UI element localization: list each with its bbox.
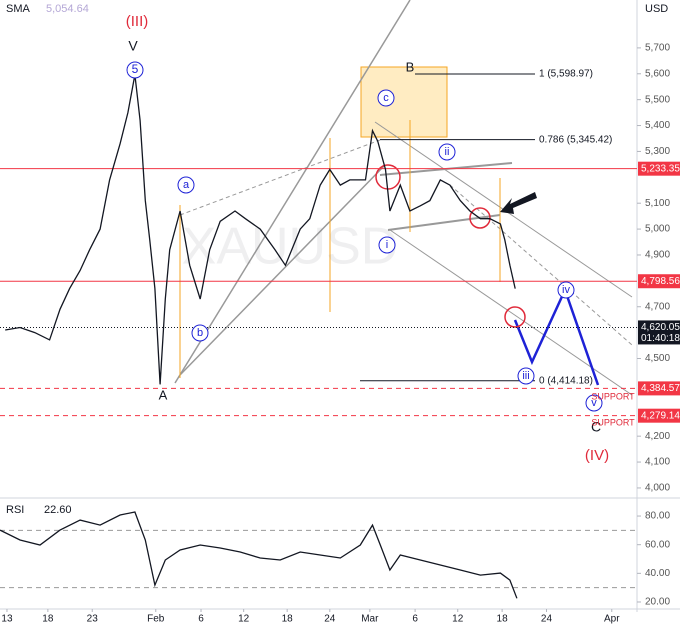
channel-line [449,184,633,346]
x-tick-label: 18 [497,614,509,625]
price-tag-label: 4,798.56 [641,276,680,287]
wave-label: a [183,179,190,191]
arrow [500,192,537,214]
watermark: XAUUSD [182,218,399,276]
wave-circle [378,236,396,254]
y-tick-label: 5,100 [645,198,670,209]
y-tick-label: 5,600 [645,68,670,79]
x-tick-label: 12 [452,614,464,625]
y-tick-label: 4,900 [645,250,670,261]
y-tick-label: 4,100 [645,457,670,468]
wave-label: SUPPORT [591,417,635,427]
price-tag [638,161,680,176]
wave-label: i [386,239,388,251]
y-tick-label: 4,500 [645,353,670,364]
projection-path [513,286,600,386]
wave-label: iv [562,284,570,296]
fib-label: 0.786 (5,345.42) [539,134,612,145]
y-tick-label: 80.00 [645,511,670,522]
y-tick-label: 5,700 [645,43,670,54]
price-tag-label: 5,233.35 [641,163,680,174]
y-tick-label: 40.00 [645,568,670,579]
currency: USD [645,3,668,15]
wave-label: V [128,38,138,54]
x-tick-label: Apr [604,614,620,625]
x-tick-label: 13 [1,614,13,625]
x-tick-label: Feb [147,614,165,625]
x-tick-label: Mar [361,614,379,625]
wave-circle [517,367,535,385]
zone-box [360,66,448,138]
price-tag [638,381,680,396]
y-tick-label: 5,300 [645,146,670,157]
x-tick-label: 12 [238,614,250,625]
wave-label: ii [445,146,450,158]
x-tick-label: 24 [324,614,336,625]
x-tick-label: 24 [541,614,553,625]
x-tick-label: 18 [42,614,54,625]
countdown: 01:40:18 [641,333,680,344]
wave-label: SUPPORT [591,391,635,401]
wave-label: (III) [126,13,149,30]
drawings [0,0,680,612]
wave-label: v [591,397,597,409]
y-tick-label: 4,700 [645,301,670,312]
channel-line [179,164,386,376]
wave-circle [557,281,575,299]
channel-line [179,139,381,216]
wave-label: C [591,419,601,435]
fib-label: 0 (4,414.18) [539,375,593,386]
price-tag [638,274,680,289]
wave-circle [585,394,603,412]
y-tick-label: 20.00 [645,597,670,608]
fib-label: 1 (5,598.97) [539,69,593,80]
y-tick-label: 5,000 [645,224,670,235]
sma-value: 5,054.64 [46,3,89,15]
price-tag [638,408,680,423]
wave-circle [126,61,144,79]
channel-line [174,0,411,384]
price-tag [638,320,680,345]
sma-name: SMA [6,3,31,15]
channel-line [387,214,501,231]
wave-label: b [197,327,203,339]
x-tick-label: 18 [282,614,294,625]
y-tick-label: 5,400 [645,120,670,131]
wave-circle [191,324,209,342]
price-tag-label: 4,279.14 [641,410,680,421]
wave-label: (IV) [585,447,609,464]
y-tick-label: 4,200 [645,431,670,442]
x-tick-label: 6 [198,614,204,625]
wave-label: A [159,387,168,402]
price-line-series [5,74,516,385]
price-tag-label: 4,384.57 [641,383,680,394]
price-line-series [0,511,518,599]
wave-circle [177,176,195,194]
wave-label: B [406,59,415,74]
wave-label: iii [522,370,529,382]
wave-circle [438,143,456,161]
rsi-title: RSI [6,504,24,516]
price-tag-label: 4,620.05 [641,322,680,333]
rsi-value: 22.60 [44,504,72,516]
y-tick-label: 60.00 [645,539,670,550]
x-tick-label: 6 [412,614,418,625]
y-tick-label: 4,000 [645,483,670,494]
wave-label: 5 [132,62,139,76]
wave-circle [377,89,395,107]
wave-label: c [383,92,389,104]
x-tick-label: 23 [87,614,99,625]
y-tick-label: 5,500 [645,94,670,105]
